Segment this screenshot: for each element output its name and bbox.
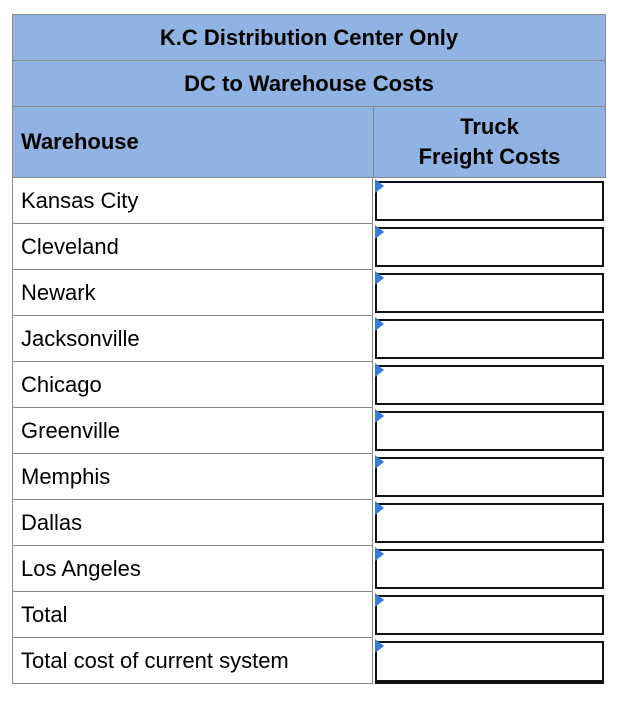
- table-row: Kansas City: [12, 178, 606, 224]
- table-row: Los Angeles: [12, 546, 606, 592]
- freight-cost-cell: [373, 408, 606, 454]
- cell-marker-icon: [375, 547, 384, 561]
- cell-marker-icon: [375, 455, 384, 469]
- table-row: Cleveland: [12, 224, 606, 270]
- freight-cost-cell: [373, 270, 606, 316]
- warehouse-column-header: Warehouse: [13, 107, 374, 177]
- freight-cost-cell: [373, 500, 606, 546]
- freight-cost-input[interactable]: [375, 319, 604, 359]
- cell-marker-icon: [375, 317, 384, 331]
- table-row: Dallas: [12, 500, 606, 546]
- warehouse-cell: Chicago: [12, 362, 373, 408]
- freight-cost-input[interactable]: [375, 411, 604, 451]
- warehouse-cell: Los Angeles: [12, 546, 373, 592]
- freight-cost-input[interactable]: [375, 227, 604, 267]
- warehouse-cell: Dallas: [12, 500, 373, 546]
- freight-cost-cell: [373, 178, 606, 224]
- warehouse-cell: Kansas City: [12, 178, 373, 224]
- cost-table: K.C Distribution Center Only DC to Wareh…: [12, 14, 606, 684]
- freight-cost-input[interactable]: [375, 503, 604, 543]
- freight-cost-cell: [373, 592, 606, 638]
- table-row: Newark: [12, 270, 606, 316]
- cell-marker-icon: [375, 409, 384, 423]
- cell-marker-icon: [375, 639, 384, 653]
- cell-marker-icon: [375, 501, 384, 515]
- freight-cost-input[interactable]: [375, 549, 604, 589]
- table-row: Memphis: [12, 454, 606, 500]
- freight-cost-cell: [373, 638, 606, 684]
- table-row: Jacksonville: [12, 316, 606, 362]
- cell-marker-icon: [375, 363, 384, 377]
- freight-cost-input[interactable]: [375, 595, 604, 635]
- table-title: K.C Distribution Center Only: [12, 14, 606, 60]
- freight-cost-cell: [373, 362, 606, 408]
- truck-freight-column-header: Truck Freight Costs: [374, 107, 605, 177]
- warehouse-cell: Total: [12, 592, 373, 638]
- table-body: Kansas City Cleveland Newark Jacksonville Ch…: [12, 178, 606, 684]
- table-row: Greenville: [12, 408, 606, 454]
- freight-cost-cell: [373, 316, 606, 362]
- table-row: Chicago: [12, 362, 606, 408]
- cell-marker-icon: [375, 179, 384, 193]
- table-row: Total cost of current system: [12, 638, 606, 684]
- warehouse-cell: Total cost of current system: [12, 638, 373, 684]
- table-row: Total: [12, 592, 606, 638]
- warehouse-cell: Greenville: [12, 408, 373, 454]
- warehouse-cell: Newark: [12, 270, 373, 316]
- cell-marker-icon: [375, 225, 384, 239]
- truck-header-line1: Truck: [460, 114, 519, 139]
- freight-cost-input[interactable]: [375, 181, 604, 221]
- warehouse-cell: Cleveland: [12, 224, 373, 270]
- freight-cost-input[interactable]: [375, 365, 604, 405]
- cell-marker-icon: [375, 593, 384, 607]
- warehouse-cell: Memphis: [12, 454, 373, 500]
- warehouse-cell: Jacksonville: [12, 316, 373, 362]
- truck-header-line2: Freight Costs: [418, 144, 561, 169]
- freight-cost-input[interactable]: [375, 641, 604, 684]
- freight-cost-cell: [373, 546, 606, 592]
- freight-cost-cell: [373, 454, 606, 500]
- cell-marker-icon: [375, 271, 384, 285]
- column-header-row: Warehouse Truck Freight Costs: [12, 106, 606, 178]
- table-subtitle: DC to Warehouse Costs: [12, 60, 606, 106]
- freight-cost-input[interactable]: [375, 457, 604, 497]
- freight-cost-input[interactable]: [375, 273, 604, 313]
- freight-cost-cell: [373, 224, 606, 270]
